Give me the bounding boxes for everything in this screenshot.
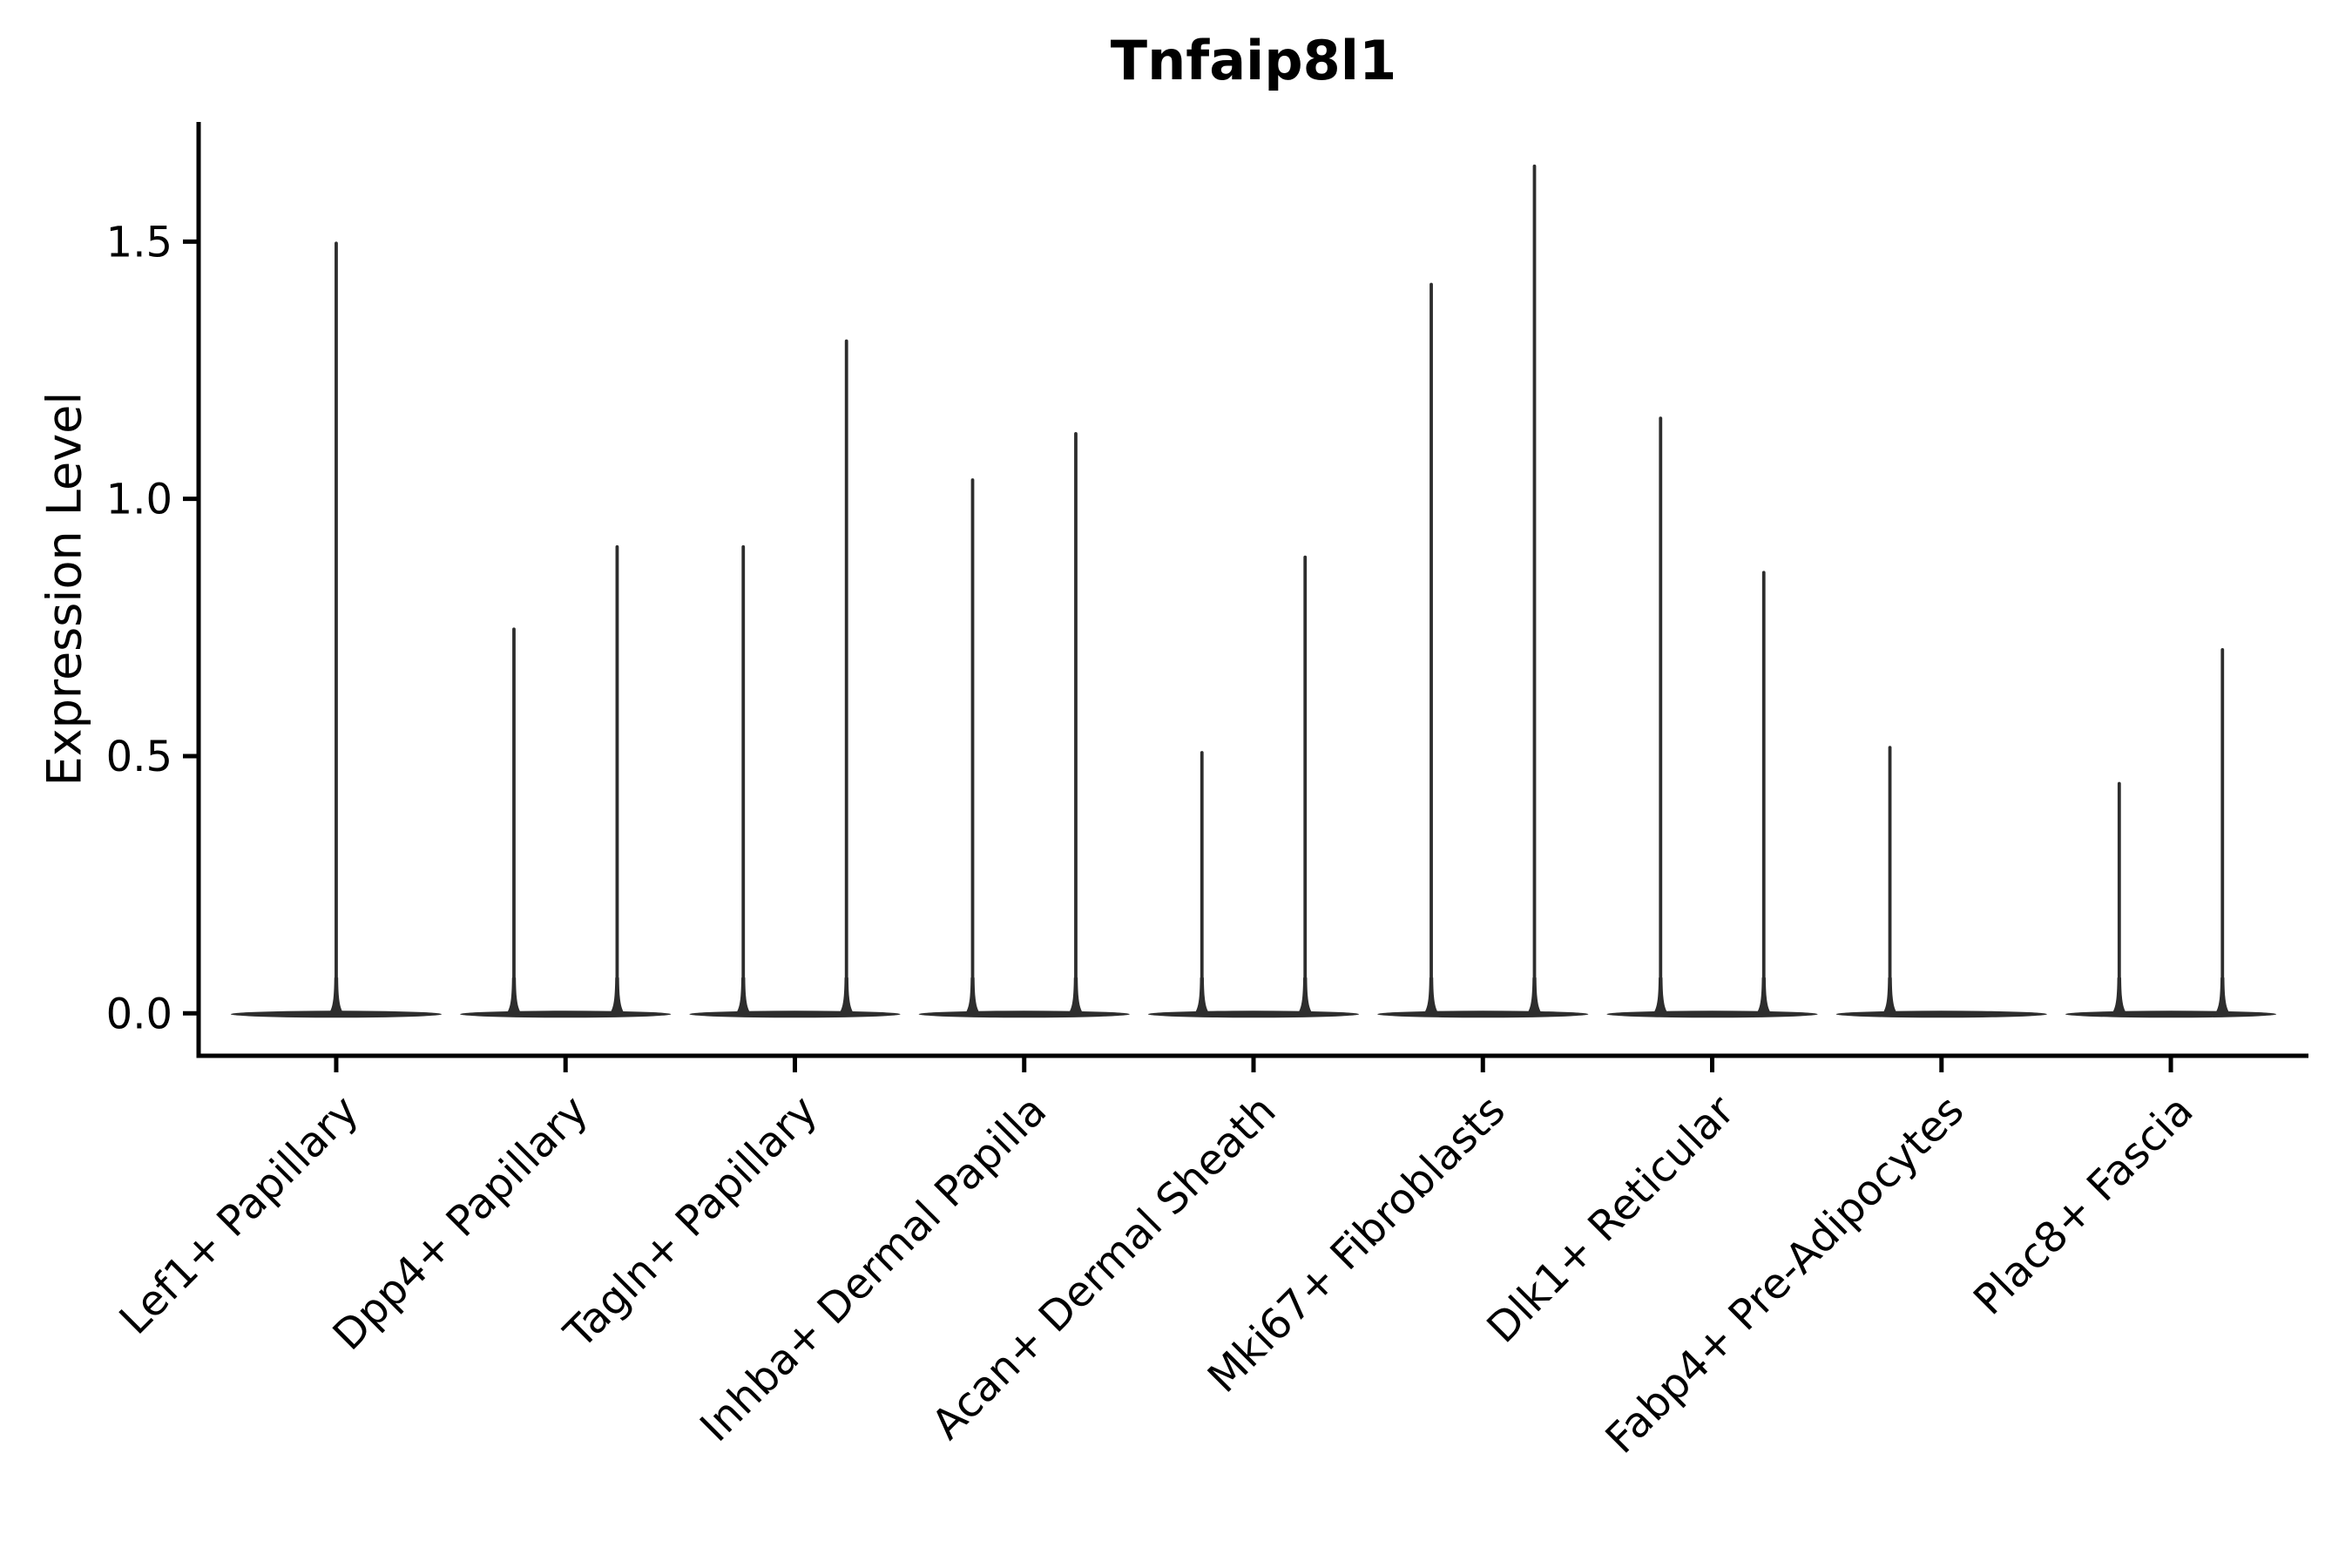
needle-flare bbox=[735, 977, 752, 1015]
violin-Dpp4+ Papillary bbox=[460, 544, 672, 1018]
violin-Plac8+ Fascia bbox=[2065, 648, 2277, 1018]
y-tick-label: 1.0 bbox=[106, 476, 172, 524]
violin-Mki67+ Fibroblasts bbox=[1377, 164, 1589, 1018]
needle-flare bbox=[1652, 977, 1669, 1015]
needle-flare bbox=[1423, 977, 1440, 1015]
x-tick-label: Plac8+ Fascia bbox=[1964, 1086, 2203, 1325]
violin-base bbox=[689, 1010, 901, 1018]
needle-flare bbox=[2214, 977, 2231, 1015]
needle-flare bbox=[609, 977, 625, 1015]
violin-base bbox=[918, 1010, 1130, 1018]
needle-flare bbox=[1755, 977, 1772, 1015]
needle-flare bbox=[1297, 977, 1314, 1015]
violin-Inhba+ Dermal Papilla bbox=[918, 431, 1130, 1018]
violin-base bbox=[1147, 1010, 1360, 1018]
violin-Dlk1+ Reticular bbox=[1606, 416, 1818, 1018]
needle-flare bbox=[838, 977, 855, 1015]
y-tick-label: 0.5 bbox=[106, 733, 172, 781]
y-tick-label: 0.0 bbox=[106, 990, 172, 1038]
x-tick-label: Dlk1+ Reticular bbox=[1477, 1086, 1744, 1353]
needle-flare bbox=[964, 977, 981, 1015]
violin-base bbox=[460, 1010, 672, 1018]
needle-flare bbox=[1193, 977, 1210, 1015]
needle-flare bbox=[2111, 977, 2127, 1015]
x-tick-label: Tagln+ Papillary bbox=[555, 1086, 827, 1358]
needle-flare bbox=[328, 977, 344, 1015]
y-tick-label: 1.5 bbox=[106, 218, 172, 267]
chart-title: Tnfaip8l1 bbox=[1110, 29, 1397, 92]
violin-base bbox=[2065, 1010, 2277, 1018]
x-tick-label: Lef1+ Papillary bbox=[110, 1086, 368, 1344]
violin-base bbox=[1606, 1010, 1818, 1018]
needle-flare bbox=[1067, 977, 1084, 1015]
needle-flare bbox=[1526, 977, 1543, 1015]
violin-base bbox=[1835, 1010, 2047, 1018]
violin-Acan+ Dermal Sheath bbox=[1147, 555, 1360, 1018]
violin-base bbox=[1377, 1010, 1589, 1018]
violin-Lef1+ Papillary bbox=[230, 241, 443, 1018]
needle-flare bbox=[1882, 977, 1898, 1015]
x-tick-label: Dpp4+ Papillary bbox=[324, 1086, 598, 1360]
violin-Tagln+ Papillary bbox=[689, 339, 901, 1018]
needle-flare bbox=[505, 977, 522, 1015]
violin-Fabp4+ Pre-Adipocytes bbox=[1835, 746, 2047, 1018]
